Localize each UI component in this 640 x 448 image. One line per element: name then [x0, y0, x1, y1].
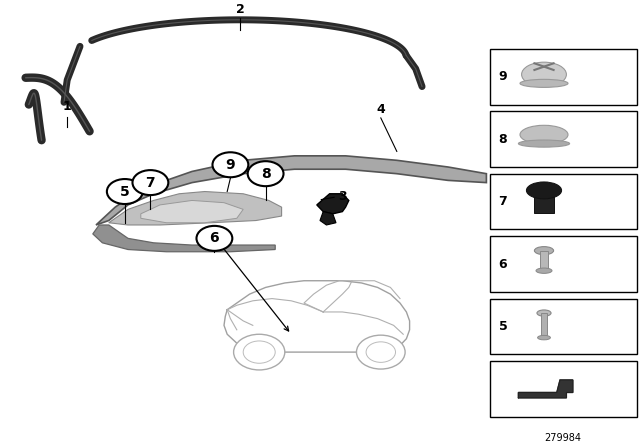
Circle shape — [196, 226, 232, 251]
Circle shape — [234, 334, 285, 370]
Bar — [490, 174, 637, 229]
Circle shape — [212, 152, 248, 177]
Polygon shape — [93, 225, 275, 252]
Polygon shape — [518, 380, 573, 398]
Text: 6: 6 — [499, 258, 507, 271]
Ellipse shape — [536, 268, 552, 273]
Ellipse shape — [526, 182, 562, 199]
Text: 279984: 279984 — [545, 433, 582, 443]
Circle shape — [107, 179, 143, 204]
Bar — [490, 49, 637, 104]
Text: 7: 7 — [145, 176, 156, 190]
Text: 9: 9 — [225, 158, 236, 172]
Polygon shape — [96, 156, 486, 225]
Text: 8: 8 — [260, 167, 271, 181]
Text: 9: 9 — [499, 70, 507, 83]
Circle shape — [243, 341, 275, 363]
Bar — [534, 195, 554, 213]
Text: 5: 5 — [499, 320, 508, 333]
Text: 1: 1 — [63, 100, 72, 113]
Circle shape — [132, 170, 168, 195]
Text: 8: 8 — [499, 133, 507, 146]
Bar — [541, 313, 547, 336]
Polygon shape — [109, 192, 282, 225]
Polygon shape — [141, 200, 243, 223]
Polygon shape — [317, 194, 349, 214]
Text: 7: 7 — [499, 195, 508, 208]
Ellipse shape — [518, 140, 570, 147]
Ellipse shape — [520, 79, 568, 87]
Bar — [540, 250, 548, 268]
Text: 4: 4 — [376, 103, 385, 116]
Ellipse shape — [537, 310, 551, 316]
Ellipse shape — [534, 246, 554, 254]
Text: 2: 2 — [236, 3, 244, 16]
Text: 3: 3 — [338, 190, 346, 203]
Text: 5: 5 — [120, 185, 130, 198]
Ellipse shape — [538, 336, 550, 340]
Circle shape — [248, 161, 284, 186]
Circle shape — [366, 342, 396, 362]
Bar — [490, 361, 637, 417]
Polygon shape — [320, 211, 336, 225]
Circle shape — [356, 335, 405, 369]
Ellipse shape — [520, 125, 568, 144]
Text: 6: 6 — [209, 231, 220, 246]
Bar — [490, 236, 637, 292]
Ellipse shape — [522, 62, 566, 87]
Bar — [490, 111, 637, 167]
Bar — [490, 298, 637, 354]
